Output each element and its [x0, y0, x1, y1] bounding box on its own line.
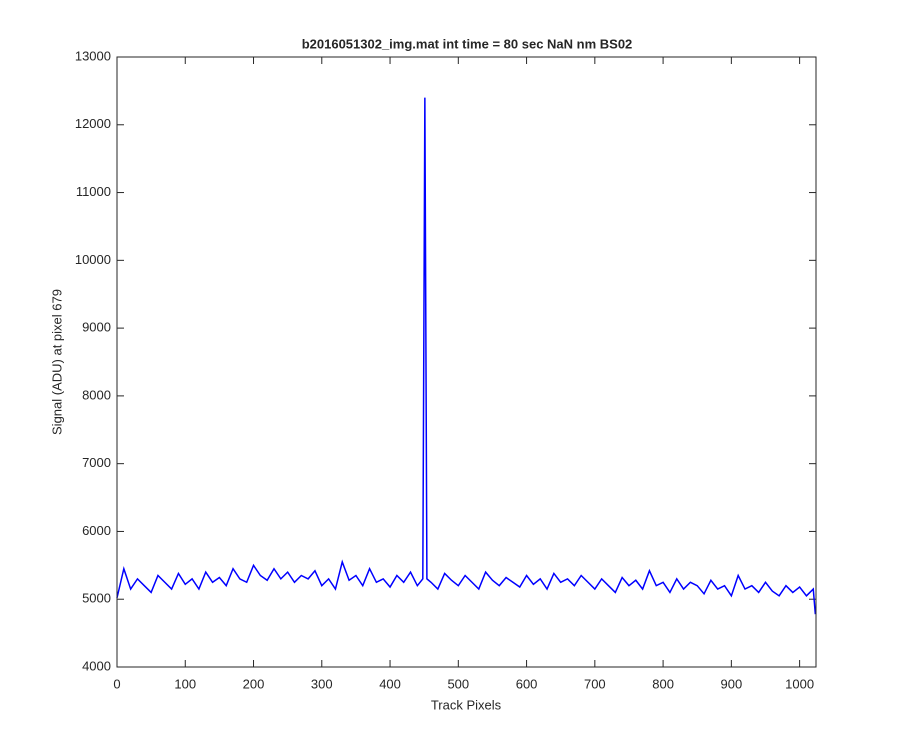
x-tick-label: 200	[243, 676, 265, 691]
y-tick-label: 9000	[82, 320, 111, 335]
x-tick-label: 500	[447, 676, 469, 691]
x-tick-label: 600	[516, 676, 538, 691]
y-tick-label: 5000	[82, 591, 111, 606]
y-tick-label: 10000	[75, 252, 111, 267]
y-tick-label: 6000	[82, 523, 111, 538]
x-tick-label: 0	[113, 676, 120, 691]
x-tick-label: 900	[721, 676, 743, 691]
axes-box	[116, 56, 817, 668]
x-tick-label: 100	[174, 676, 196, 691]
x-tick-label: 1000	[785, 676, 814, 691]
data-line	[116, 97, 817, 615]
x-tick-label: 700	[584, 676, 606, 691]
y-tick-label: 13000	[75, 48, 111, 63]
x-tick-label: 300	[311, 676, 333, 691]
y-tick-label: 7000	[82, 455, 111, 470]
y-tick-label: 11000	[76, 184, 111, 199]
y-axis-label: Signal (ADU) at pixel 679	[49, 289, 64, 435]
x-tick-label: 400	[379, 676, 401, 691]
y-tick-label: 4000	[82, 658, 111, 673]
x-tick-label: 800	[652, 676, 674, 691]
y-tick-label: 12000	[75, 116, 111, 131]
y-tick-label: 8000	[82, 387, 111, 402]
x-axis-label: Track Pixels	[431, 697, 502, 712]
chart-title: b2016051302_img.mat int time = 80 sec Na…	[302, 36, 633, 51]
